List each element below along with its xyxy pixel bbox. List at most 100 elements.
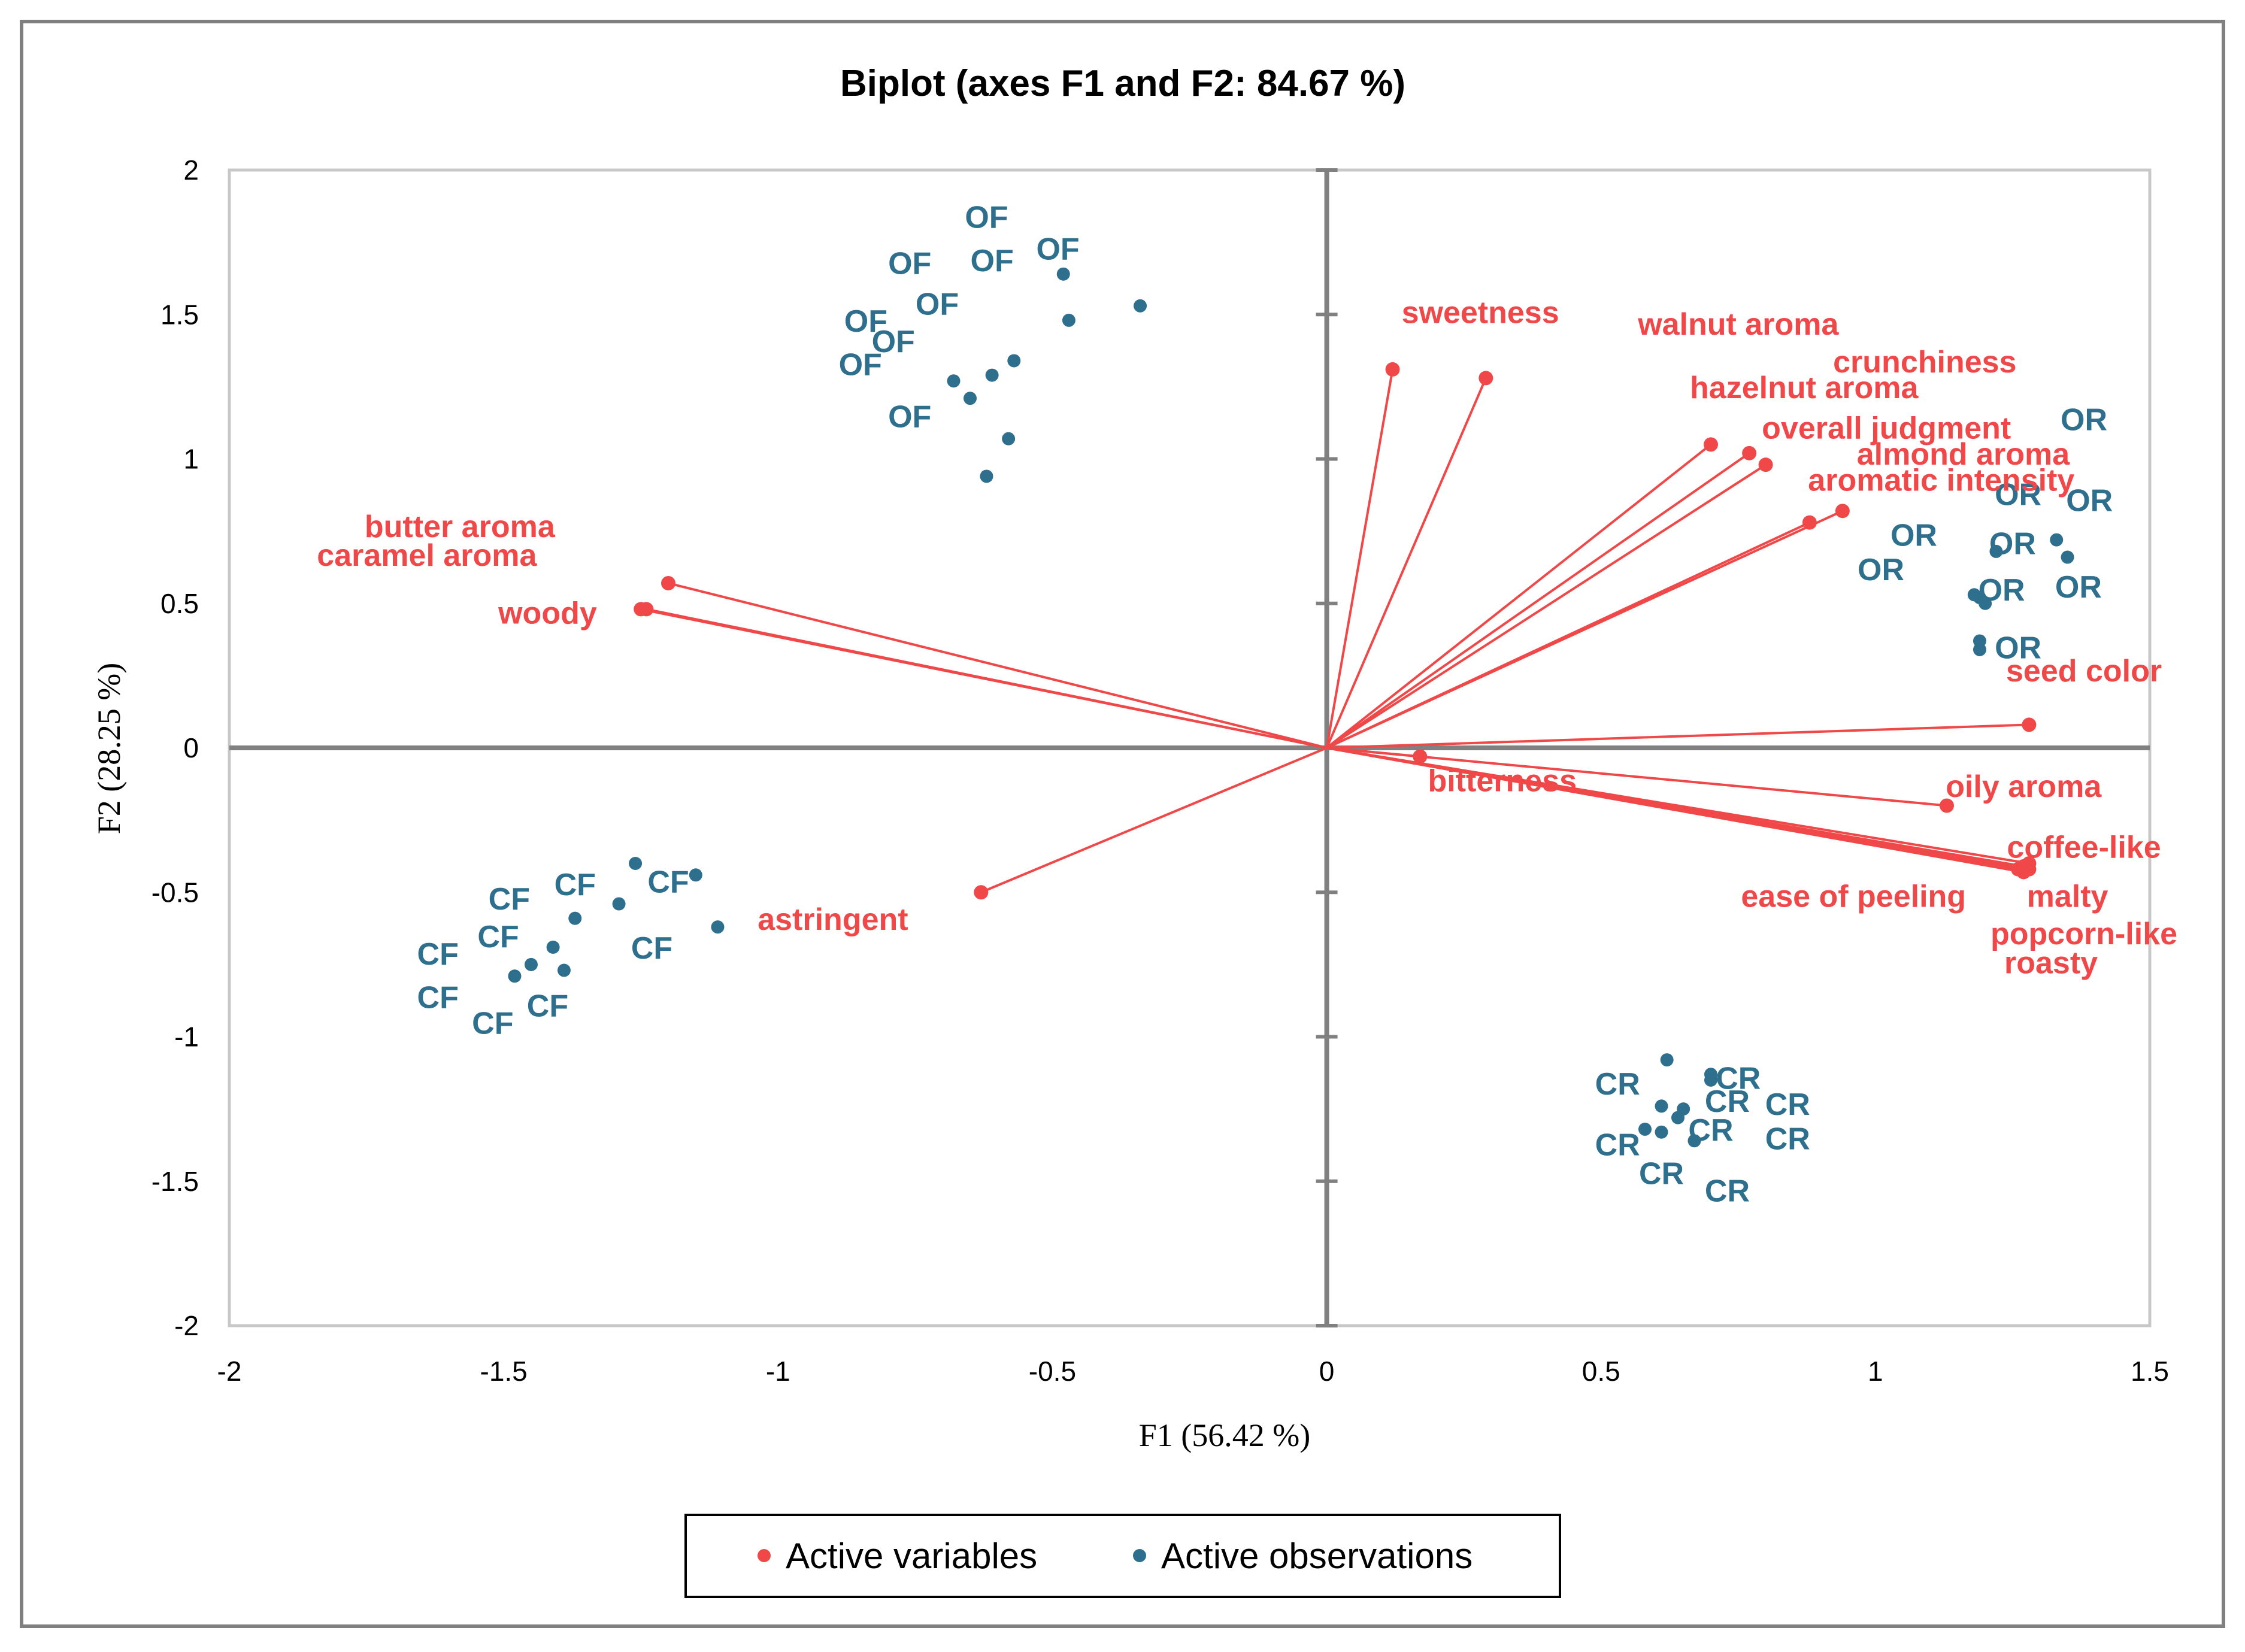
- observation-label-of: OF: [888, 399, 931, 434]
- observation-point-of: [1062, 313, 1075, 327]
- observation-point-cf: [568, 911, 582, 925]
- observation-point-cr: [1671, 1111, 1684, 1124]
- observation-label-cf: CF: [417, 937, 459, 972]
- vector-butter-aroma: [668, 582, 1328, 749]
- y-tick-label: 0.5: [160, 588, 199, 619]
- figure-border: [20, 20, 2225, 1628]
- variable-label-roasty: roasty: [2004, 945, 2098, 980]
- variable-label-seed-color: seed color: [2006, 654, 2162, 689]
- x-tick-label: -2: [217, 1356, 242, 1387]
- x-tick-label: 0: [1319, 1356, 1335, 1387]
- variable-label-crunchiness: crunchiness: [1833, 345, 2016, 380]
- observation-label-cf: CF: [472, 1007, 513, 1041]
- vector-walnut-aroma: [1325, 377, 1487, 748]
- observation-label-cf: CF: [489, 882, 530, 917]
- observation-label-of: OF: [844, 304, 887, 339]
- variable-label-astringent: astringent: [758, 902, 908, 937]
- y-tick-label: 1: [183, 444, 199, 475]
- observation-label-cr: CR: [1688, 1113, 1733, 1148]
- x-tick-label: -1: [766, 1356, 790, 1387]
- variable-label-caramel-aroma: caramel aroma: [317, 538, 537, 573]
- observation-point-cf: [711, 920, 725, 934]
- observation-label-or: OR: [1858, 553, 1904, 587]
- observation-point-cf: [508, 969, 522, 983]
- observation-point-cf: [629, 857, 643, 870]
- observation-point-cr: [1655, 1099, 1668, 1113]
- observation-label-of: OF: [916, 287, 959, 322]
- variable-point-hazelnut-aroma: [1742, 445, 1757, 460]
- vector-oily-aroma: [1326, 747, 1947, 807]
- x-tick-label: 1.5: [2131, 1356, 2169, 1387]
- legend-box: [684, 1514, 1561, 1598]
- vector-astringent: [980, 747, 1328, 894]
- observation-point-of: [985, 368, 999, 382]
- variable-label-bitterness: bitterness: [1428, 763, 1577, 798]
- observation-point-of: [947, 374, 961, 388]
- observation-label-cr: CR: [1595, 1067, 1640, 1102]
- observation-label-cr: CR: [1705, 1084, 1750, 1119]
- variable-label-coffee-like: coffee-like: [2007, 830, 2161, 865]
- variable-point-woody: [634, 602, 649, 617]
- variable-label-ease-of-peeling: ease of peeling: [1741, 879, 1966, 914]
- observation-label-of: OF: [965, 201, 1008, 235]
- chart-title: Biplot (axes F1 and F2: 84.67 %): [840, 63, 1405, 104]
- observation-label-or: OR: [1995, 478, 2041, 513]
- observation-label-cr: CR: [1765, 1087, 1810, 1122]
- observation-point-cf: [546, 940, 560, 954]
- observation-label-cf: CF: [477, 920, 519, 954]
- variable-point-seed-color: [2022, 717, 2037, 732]
- variable-label-overall-judgment: overall judgment: [1762, 411, 2011, 446]
- observation-point-cf: [689, 868, 702, 882]
- legend-label-observations: Active observations: [1161, 1536, 1473, 1576]
- legend-label-variables: Active variables: [786, 1536, 1037, 1576]
- observation-point-cf: [557, 963, 571, 977]
- y-axis-title: F2 (28.25 %): [91, 663, 127, 834]
- x-tick-label: 0.5: [1582, 1356, 1620, 1387]
- vector-overall-judgment: [1326, 463, 1767, 749]
- vector-woody: [640, 608, 1327, 749]
- observation-point-cr: [1704, 1073, 1717, 1087]
- observation-point-cr: [1687, 1134, 1701, 1148]
- observation-point-of: [1002, 432, 1016, 445]
- variable-label-sweetness: sweetness: [1402, 296, 1559, 331]
- vector-hazelnut-aroma: [1326, 452, 1750, 749]
- vector-sweetness: [1325, 369, 1394, 748]
- observation-label-of: OF: [971, 244, 1014, 278]
- variable-label-oily-aroma: oily aroma: [1946, 769, 2102, 804]
- variable-point-walnut-aroma: [1479, 371, 1493, 386]
- observation-point-or: [1979, 596, 1992, 610]
- observation-label-or: OR: [1979, 573, 2025, 608]
- variable-point-roasty: [2016, 865, 2031, 880]
- variable-point-aromatic-intensity: [1802, 515, 1817, 530]
- observation-label-cr: CR: [1705, 1174, 1750, 1209]
- legend-marker-variables: [758, 1549, 771, 1562]
- y-tick-label: -1: [174, 1021, 199, 1053]
- observation-label-cr: CR: [1765, 1122, 1810, 1157]
- y-tick-label: -1.5: [152, 1166, 199, 1197]
- observation-label-of: OF: [839, 348, 882, 383]
- variable-label-almond-aroma: almond aroma: [1857, 437, 2070, 472]
- observation-label-of: OF: [872, 325, 915, 359]
- observation-label-cf: CF: [555, 868, 596, 902]
- observation-label-or: OR: [1890, 518, 1937, 553]
- observation-label-cf: CF: [647, 865, 689, 899]
- observation-label-or: OR: [1989, 527, 2036, 562]
- observation-label-or: OR: [2061, 402, 2107, 437]
- observation-label-cr: CR: [1716, 1061, 1761, 1096]
- observation-label-or: OR: [2066, 483, 2113, 518]
- legend: Active variables Active observations: [684, 1514, 1561, 1598]
- observation-point-cr: [1660, 1053, 1674, 1067]
- observation-point-cf: [612, 897, 626, 911]
- x-tick-label: -1.5: [480, 1356, 528, 1387]
- variable-label-popcorn-like: popcorn-like: [1990, 917, 2177, 951]
- observation-label-cf: CF: [527, 989, 568, 1024]
- variable-point-oily-aroma: [1939, 798, 1954, 813]
- variable-label-butter-aroma: butter aroma: [365, 510, 556, 544]
- variable-point-sweetness: [1385, 362, 1400, 377]
- x-tick-label: -0.5: [1029, 1356, 1076, 1387]
- variable-label-hazelnut-aroma: hazelnut aroma: [1690, 371, 1919, 405]
- observation-point-of: [1056, 267, 1070, 281]
- x-tick-label: 1: [1868, 1356, 1883, 1387]
